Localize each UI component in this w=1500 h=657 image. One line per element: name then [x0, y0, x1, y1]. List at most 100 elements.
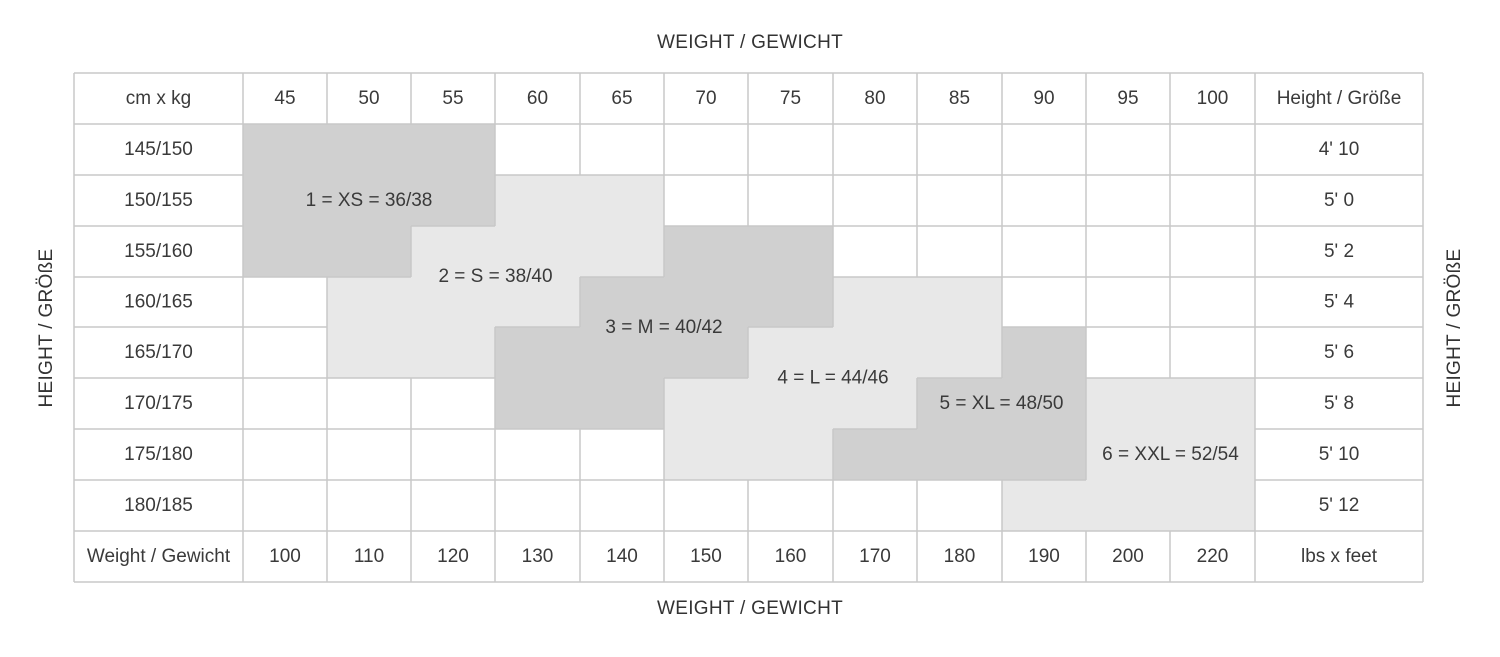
weight-lbs-value: 190 [1028, 546, 1060, 567]
height-feet-label: 4' 10 [1319, 139, 1360, 160]
height-feet-label: 5' 10 [1319, 444, 1360, 465]
weight-kg-header: 100 [1197, 88, 1229, 109]
size-band-cell-6 [1086, 378, 1170, 429]
corner-label: cm x kg [126, 88, 191, 109]
size-band-cell-3 [664, 277, 748, 327]
size-band-cell-3 [580, 277, 664, 327]
height-cm-label: 160/165 [124, 292, 193, 313]
height-feet-label: 5' 2 [1324, 241, 1354, 262]
weight-kg-header: 85 [949, 88, 970, 109]
size-band-cell-4 [748, 327, 833, 378]
weight-lbs-value: 130 [522, 546, 554, 567]
size-band-cell-4 [664, 429, 748, 480]
weight-kg-header: 90 [1033, 88, 1054, 109]
height-feet-label: 5' 8 [1324, 393, 1354, 414]
size-band-cell-6 [1170, 429, 1255, 480]
size-band-cell-3 [664, 327, 748, 378]
size-band-cell-2 [411, 226, 495, 277]
size-band-cell-2 [327, 327, 411, 378]
size-band-cell-3 [748, 226, 833, 277]
size-band-cell-4 [748, 429, 833, 480]
height-cm-label: 165/170 [124, 342, 193, 363]
size-band-cell-1 [411, 124, 495, 175]
weight-kg-header: 80 [864, 88, 885, 109]
height-cm-label: 150/155 [124, 190, 193, 211]
height-cm-label: 175/180 [124, 444, 193, 465]
size-band-cell-1 [327, 124, 411, 175]
weight-kg-header: 55 [442, 88, 463, 109]
size-band-cell-2 [411, 327, 495, 378]
weight-lbs-value: 200 [1112, 546, 1144, 567]
height-feet-label: 5' 6 [1324, 342, 1354, 363]
weight-lbs-value: 120 [437, 546, 469, 567]
weight-kg-header: 45 [274, 88, 295, 109]
weight-axis-title-bottom: WEIGHT / GEWICHT [657, 598, 843, 619]
height-cm-label: 155/160 [124, 241, 193, 262]
size-band-cell-4 [917, 327, 1002, 378]
size-band-cell-4 [833, 277, 917, 327]
size-band-cell-3 [495, 378, 580, 429]
size-band-cell-1 [327, 175, 411, 226]
lbs-feet-label: lbs x feet [1301, 546, 1378, 567]
size-band-cell-5 [1002, 429, 1086, 480]
size-band-cell-5 [1002, 378, 1086, 429]
size-band-cell-3 [495, 327, 580, 378]
height-feet-label: 5' 4 [1324, 292, 1354, 313]
weight-kg-header: 70 [695, 88, 716, 109]
size-band-cell-2 [580, 226, 664, 277]
size-band-cell-4 [664, 378, 748, 429]
size-band-cell-1 [327, 226, 411, 277]
size-label-5: 5 = XL = 48/50 [940, 393, 1064, 414]
weight-kg-header: 95 [1117, 88, 1138, 109]
size-band-cell-6 [1086, 429, 1170, 480]
size-band-cell-4 [917, 277, 1002, 327]
size-band-cell-3 [664, 226, 748, 277]
size-band-cell-2 [495, 277, 580, 327]
size-band-cell-3 [580, 378, 664, 429]
size-band-cell-3 [580, 327, 664, 378]
size-band-cell-1 [243, 226, 327, 277]
weight-lbs-value: 100 [269, 546, 301, 567]
weight-lbs-row-label: Weight / Gewicht [87, 546, 231, 567]
size-band-cell-5 [917, 378, 1002, 429]
height-feet-label: 5' 0 [1324, 190, 1354, 211]
height-cm-label: 170/175 [124, 393, 193, 414]
size-label-2: 2 = S = 38/40 [438, 266, 552, 287]
weight-kg-header: 60 [527, 88, 548, 109]
height-feet-header: Height / Größe [1277, 88, 1402, 109]
size-band-cell-4 [833, 378, 917, 429]
size-band-cell-1 [243, 124, 327, 175]
height-cm-label: 145/150 [124, 139, 193, 160]
size-band-cell-5 [1002, 327, 1086, 378]
size-band-cell-6 [1002, 480, 1086, 531]
height-feet-label: 5' 12 [1319, 495, 1360, 516]
weight-lbs-value: 160 [775, 546, 807, 567]
size-band-cell-4 [748, 378, 833, 429]
weight-kg-header: 75 [780, 88, 801, 109]
weight-lbs-value: 140 [606, 546, 638, 567]
weight-lbs-value: 170 [859, 546, 891, 567]
size-band-cell-2 [495, 175, 580, 226]
size-band-cell-1 [411, 175, 495, 226]
size-band-cell-1 [243, 175, 327, 226]
size-band-cell-2 [411, 277, 495, 327]
size-band-cell-6 [1170, 480, 1255, 531]
size-band-cell-5 [917, 429, 1002, 480]
size-band-cell-6 [1170, 378, 1255, 429]
weight-lbs-value: 220 [1197, 546, 1229, 567]
size-band-cell-3 [748, 277, 833, 327]
weight-axis-title-top: WEIGHT / GEWICHT [657, 32, 843, 53]
size-band-cell-2 [495, 226, 580, 277]
weight-kg-header: 65 [611, 88, 632, 109]
size-label-6: 6 = XXL = 52/54 [1102, 444, 1239, 465]
weight-kg-header: 50 [358, 88, 379, 109]
weight-lbs-value: 150 [690, 546, 722, 567]
size-label-3: 3 = M = 40/42 [605, 317, 722, 338]
weight-lbs-value: 180 [944, 546, 976, 567]
weight-lbs-value: 110 [354, 546, 384, 567]
size-label-4: 4 = L = 44/46 [777, 368, 888, 389]
size-band-cell-2 [327, 277, 411, 327]
size-band-cell-6 [1086, 480, 1170, 531]
size-band-cell-5 [833, 429, 917, 480]
